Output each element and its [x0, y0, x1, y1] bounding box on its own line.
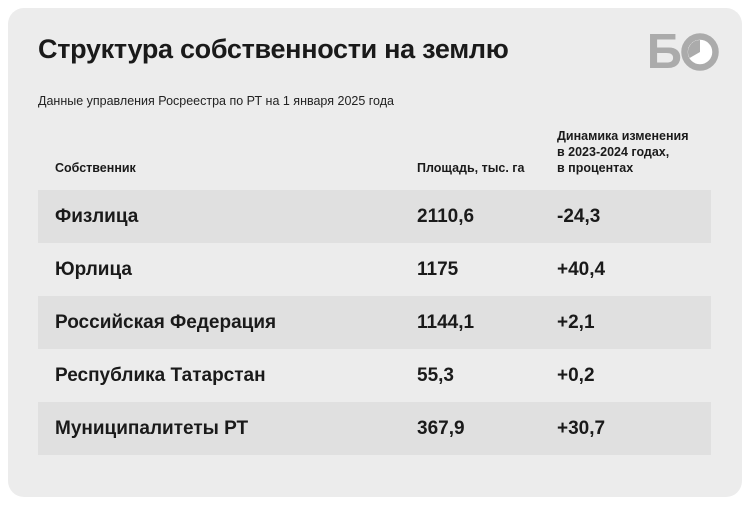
infographic-card: Структура собственности на землю Б Данны…: [8, 8, 742, 497]
area-cell: 55,3: [417, 364, 454, 386]
column-header-dynamics-line3: в процентах: [557, 161, 634, 175]
area-cell: 2110,6: [417, 205, 475, 227]
dynamics-cell: +30,7: [557, 417, 606, 439]
owner-cell: Муниципалитеты РТ: [55, 417, 249, 439]
table-row: Физлица 2110,6 -24,3: [38, 190, 711, 243]
table-row: Муниципалитеты РТ 367,9 +30,7: [38, 402, 711, 455]
column-header-dynamics: Динамика изменения в 2023-2024 годах, в …: [557, 128, 689, 176]
column-header-dynamics-line2: в 2023-2024 годах,: [557, 145, 670, 159]
logo-letter: Б: [646, 25, 682, 79]
dynamics-cell: +0,2: [557, 364, 595, 386]
dynamics-cell: +2,1: [557, 311, 595, 333]
table-row: Юрлица 1175 +40,4: [38, 243, 711, 296]
clock-icon: [681, 33, 719, 71]
data-source-note: Данные управления Росреестра по РТ на 1 …: [38, 94, 394, 108]
area-cell: 1175: [417, 258, 459, 280]
table-body: Физлица 2110,6 -24,3 Юрлица 1175 +40,4 Р…: [38, 190, 711, 455]
area-cell: 1144,1: [417, 311, 475, 333]
column-header-dynamics-line1: Динамика изменения: [557, 129, 689, 143]
page-title: Структура собственности на землю: [38, 34, 509, 64]
table-row: Республика Татарстан 55,3 +0,2: [38, 349, 711, 402]
owner-cell: Физлица: [55, 205, 139, 227]
owner-cell: Юрлица: [55, 258, 132, 280]
column-header-area: Площадь, тыс. га: [417, 161, 525, 175]
owner-cell: Республика Татарстан: [55, 364, 266, 386]
area-cell: 367,9: [417, 417, 465, 439]
table-row: Российская Федерация 1144,1 +2,1: [38, 296, 711, 349]
dynamics-cell: +40,4: [557, 258, 606, 280]
owner-cell: Российская Федерация: [55, 311, 277, 333]
business-online-logo: Б: [646, 25, 719, 79]
column-header-owner: Собственник: [55, 161, 136, 175]
dynamics-cell: -24,3: [557, 205, 601, 227]
